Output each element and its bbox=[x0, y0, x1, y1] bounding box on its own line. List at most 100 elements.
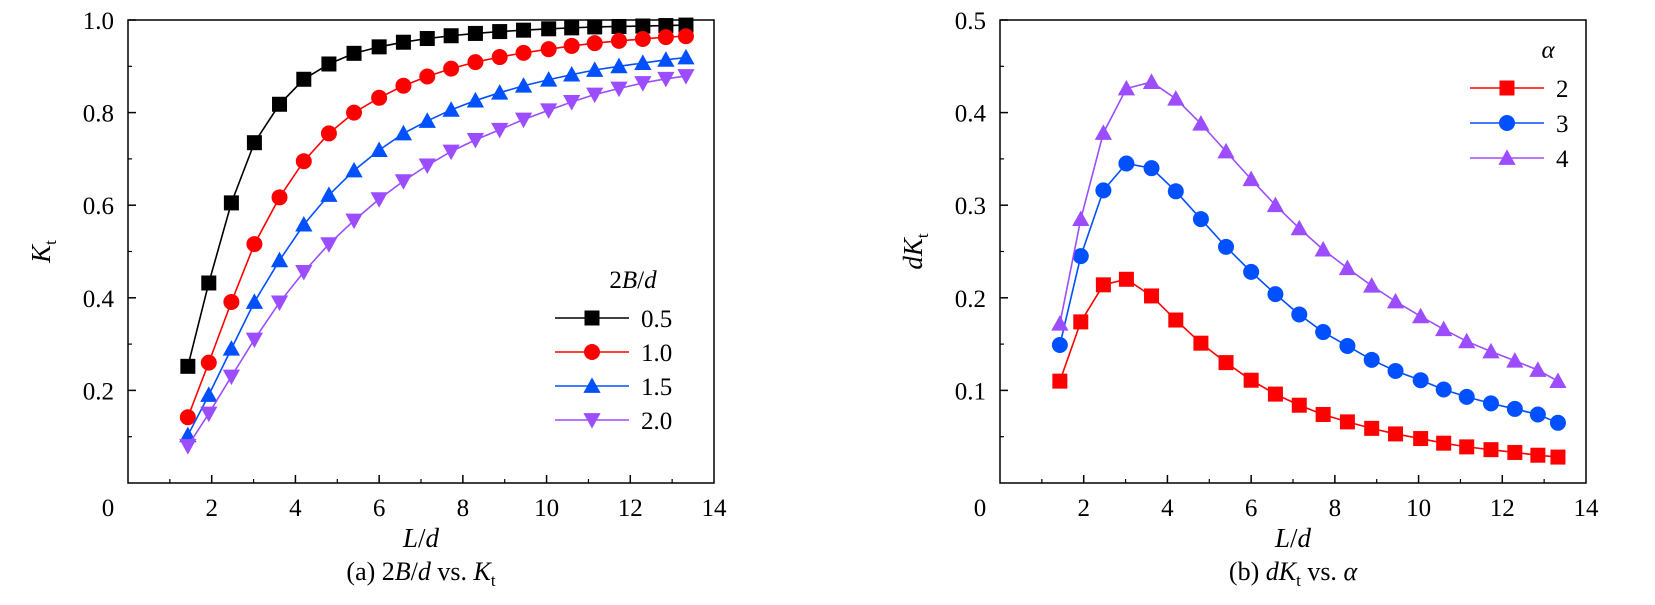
series-0.5 bbox=[180, 17, 694, 374]
data-point-1.5 bbox=[418, 112, 436, 128]
y-tick-label: 1.0 bbox=[83, 8, 114, 35]
legend-label: 4 bbox=[1556, 146, 1569, 173]
series-line-1.5 bbox=[187, 56, 687, 436]
x-tick-label: 10 bbox=[1406, 495, 1431, 522]
legend-title: α bbox=[1541, 37, 1555, 64]
data-point-2.0 bbox=[222, 369, 241, 386]
data-point-1.5 bbox=[540, 71, 558, 87]
data-point-4 bbox=[1167, 90, 1185, 106]
data-point-1.5 bbox=[466, 91, 485, 108]
data-point-2.0 bbox=[320, 237, 338, 253]
data-point-3 bbox=[1267, 286, 1284, 303]
series-line-1.0 bbox=[187, 35, 686, 418]
y-tick-label: 0.8 bbox=[83, 101, 114, 128]
data-point-1.0 bbox=[586, 35, 603, 52]
legend-marker bbox=[1499, 80, 1515, 96]
data-point-2.0 bbox=[466, 133, 485, 149]
series-line-2.0 bbox=[187, 75, 687, 447]
data-point-2 bbox=[1168, 312, 1184, 328]
data-point-4 bbox=[1529, 361, 1547, 377]
data-point-1.5 bbox=[442, 101, 460, 117]
data-point-1.5 bbox=[586, 61, 604, 77]
data-point-1.5 bbox=[222, 340, 241, 356]
data-point-2.0 bbox=[295, 264, 313, 281]
data-point-2.0 bbox=[394, 174, 413, 190]
data-point-1.5 bbox=[677, 48, 695, 65]
data-point-1.0 bbox=[540, 41, 557, 58]
legend-marker bbox=[1499, 115, 1515, 131]
y-axis-label-b: dKt​ bbox=[898, 233, 932, 270]
x-tick-label: 14 bbox=[1574, 495, 1600, 522]
data-point-2.0 bbox=[370, 192, 388, 208]
data-point-1.0 bbox=[443, 60, 460, 77]
data-point-0.5 bbox=[395, 34, 411, 50]
x-tick-label: 8 bbox=[1329, 495, 1342, 522]
data-point-2.0 bbox=[179, 439, 197, 455]
data-point-4 bbox=[1458, 332, 1476, 349]
data-point-3 bbox=[1192, 211, 1209, 228]
data-point-2.0 bbox=[491, 122, 509, 139]
legend-label: 0.5 bbox=[641, 306, 672, 333]
series-line-0.5 bbox=[187, 24, 686, 367]
data-point-2 bbox=[1436, 435, 1452, 451]
series-2.0 bbox=[179, 69, 695, 455]
series-1.5 bbox=[179, 48, 695, 443]
data-point-1.0 bbox=[179, 409, 196, 426]
x-axis-label-a: L/d bbox=[402, 523, 440, 553]
legend-marker bbox=[583, 377, 601, 393]
data-point-2.0 bbox=[540, 103, 558, 119]
data-point-4 bbox=[1412, 307, 1430, 324]
data-point-3 bbox=[1549, 414, 1566, 431]
data-point-1.5 bbox=[320, 186, 338, 202]
x-tick-label: 0 bbox=[102, 495, 115, 522]
data-point-1.5 bbox=[514, 77, 533, 93]
y-tick-label: 0.4 bbox=[955, 101, 987, 128]
y-tick-label: 0.4 bbox=[83, 286, 115, 313]
data-point-1.5 bbox=[245, 293, 264, 309]
data-point-1.0 bbox=[467, 54, 484, 71]
data-point-2.0 bbox=[270, 295, 289, 312]
data-point-0.5 bbox=[371, 39, 387, 55]
data-point-0.5 bbox=[541, 21, 557, 37]
data-point-2 bbox=[1052, 373, 1068, 389]
data-point-3 bbox=[1315, 324, 1332, 341]
data-point-1.5 bbox=[200, 386, 218, 402]
data-point-1.0 bbox=[271, 189, 288, 206]
legend-marker bbox=[584, 344, 600, 360]
data-point-1.0 bbox=[419, 68, 436, 85]
data-point-1.5 bbox=[634, 54, 652, 70]
data-point-0.5 bbox=[180, 358, 196, 374]
legend-label: 1.0 bbox=[641, 340, 672, 367]
data-point-1.0 bbox=[395, 77, 412, 94]
data-point-0.5 bbox=[223, 195, 239, 211]
data-point-2 bbox=[1291, 397, 1307, 413]
data-point-3 bbox=[1118, 155, 1135, 172]
data-point-3 bbox=[1482, 395, 1499, 412]
data-point-1.5 bbox=[270, 251, 289, 268]
data-point-0.5 bbox=[611, 18, 627, 34]
plot-frame-a bbox=[127, 19, 715, 484]
data-point-1.5 bbox=[491, 84, 509, 100]
data-point-1.5 bbox=[394, 124, 413, 141]
series-line-3 bbox=[1059, 162, 1559, 424]
data-point-0.5 bbox=[587, 19, 603, 35]
data-point-1.5 bbox=[563, 66, 581, 82]
data-point-0.5 bbox=[246, 135, 262, 151]
data-point-0.5 bbox=[564, 20, 580, 36]
data-point-0.5 bbox=[516, 22, 532, 38]
x-tick-label: 6 bbox=[1245, 495, 1258, 522]
data-point-3 bbox=[1218, 238, 1235, 255]
data-point-2 bbox=[1483, 442, 1499, 458]
data-point-3 bbox=[1363, 351, 1380, 368]
data-point-0.5 bbox=[492, 24, 508, 40]
plot-frame-b bbox=[999, 19, 1587, 484]
series-line-2 bbox=[1059, 278, 1559, 458]
y-tick-label: 0.3 bbox=[955, 193, 986, 220]
data-point-1.0 bbox=[491, 49, 508, 66]
data-point-4 bbox=[1549, 372, 1567, 389]
legend-label: 1.5 bbox=[641, 374, 672, 401]
data-point-4 bbox=[1314, 241, 1332, 257]
series-4 bbox=[1051, 73, 1567, 389]
x-tick-label: 14 bbox=[702, 495, 728, 522]
data-point-2.0 bbox=[563, 95, 581, 111]
